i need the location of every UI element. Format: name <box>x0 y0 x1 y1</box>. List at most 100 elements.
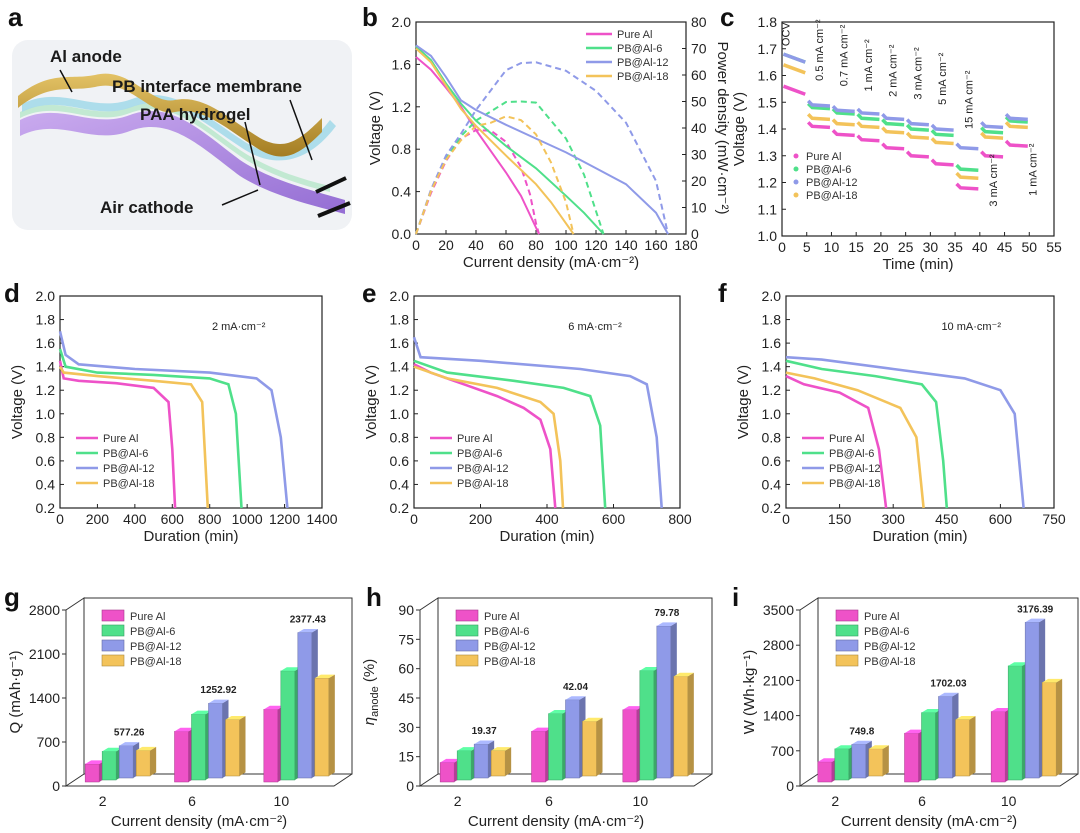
bar-value-label: 79.78 <box>654 608 679 619</box>
discharge-curve-2 <box>413 359 607 509</box>
y-axis-label: W (Wh·kg⁻¹) <box>741 650 758 735</box>
legend-label: PB@Al-18 <box>806 190 858 202</box>
x-axis-label: Duration (min) <box>143 528 238 545</box>
x-tick-label: 200 <box>86 511 110 527</box>
bar-top <box>174 727 195 732</box>
stack-edge-marker-1 <box>315 176 347 194</box>
segment-label: 0.5 mA cm⁻² <box>814 19 826 81</box>
panel-letter-e: e <box>362 278 376 308</box>
panel-letter-h: h <box>366 582 382 612</box>
y2-tick-label: 80 <box>691 14 707 30</box>
bar-value-label: 2377.43 <box>290 615 327 626</box>
bar-top <box>991 707 1012 712</box>
y-tick-label: 1.1 <box>758 201 778 217</box>
bar-front <box>656 625 672 779</box>
floor-edge <box>420 773 713 787</box>
bar-front <box>990 711 1006 783</box>
bar-top <box>1008 662 1029 666</box>
y-tick-label: 1.2 <box>390 382 410 398</box>
category-label: 6 <box>918 793 926 809</box>
rate-segment <box>1004 121 1028 130</box>
paa-hydrogel-pointer <box>244 121 261 186</box>
chart-e-discharge-6ma: 0 200 400 600 800 0.2 0.4 0.6 0.8 1.0 1.2 1.4 1.6 1.8… <box>363 288 692 545</box>
legend-swatch <box>101 654 125 667</box>
bar-top <box>1025 618 1046 623</box>
y-tick-label: 0.6 <box>762 453 782 469</box>
legend-swatch <box>835 654 859 667</box>
bar-front <box>297 632 313 779</box>
air-cathode-pointer <box>221 189 259 206</box>
rate-segment <box>806 102 831 111</box>
bar-value-label: 3176.39 <box>1017 604 1054 615</box>
y2-tick-label: 50 <box>691 94 707 110</box>
y-tick-label: 1.5 <box>758 94 778 110</box>
bar-top <box>673 672 694 677</box>
bar-top <box>904 729 925 734</box>
air-cathode-layer <box>20 111 345 214</box>
bar-front <box>548 713 563 781</box>
power-line-1 <box>415 129 540 235</box>
legend-label: PB@Al-18 <box>457 478 509 490</box>
legend-label: PB@Al-18 <box>617 71 669 83</box>
discharge-curve-3 <box>58 330 289 509</box>
y-tick-label: 1.6 <box>390 335 410 351</box>
x-tick-label: 600 <box>602 511 626 527</box>
voltage-line-3 <box>415 44 669 235</box>
y-tick-label: 1.2 <box>36 382 56 398</box>
bar-front <box>118 745 134 779</box>
x-axis-label: Current density (mA·cm⁻²) <box>468 813 644 830</box>
rate-segment <box>905 123 929 132</box>
bar-value-label: 1702.03 <box>930 678 967 689</box>
legend-swatch <box>455 609 479 622</box>
y-tick-label: 700 <box>37 734 61 750</box>
category-label: 6 <box>545 793 553 809</box>
category-label: 6 <box>188 793 196 809</box>
panel-letter-g: g <box>4 582 20 612</box>
power-line-4 <box>415 115 575 235</box>
al-anode-pointer <box>59 69 73 93</box>
rate-segment <box>881 126 905 135</box>
discharge-curve-2 <box>785 359 949 509</box>
category-label: 2 <box>99 793 107 809</box>
y-tick-label: 3500 <box>763 602 794 618</box>
bar-top <box>955 716 976 720</box>
x-tick-label: 1400 <box>306 511 337 527</box>
legend-marker <box>793 192 799 198</box>
bar-top <box>622 706 643 710</box>
y2-tick-label: 70 <box>691 41 707 57</box>
legend-label: PB@Al-18 <box>130 656 182 668</box>
y-tick-label: 1.4 <box>390 359 410 375</box>
rate-segment <box>782 84 806 96</box>
voltage-line-1 <box>415 56 540 235</box>
al-anode-layer <box>18 73 322 157</box>
rate-segment <box>831 105 855 114</box>
bar-front <box>135 750 151 777</box>
legend-swatch <box>455 639 479 652</box>
y-tick-label: 1.2 <box>392 99 412 115</box>
y-tick-label: 0.0 <box>392 226 412 242</box>
label-pb-membrane: PB interface membrane <box>112 77 302 96</box>
chart-b-polarization: 0 20 40 60 80 100 120 140 160 1800.00.40.81.21.62… <box>367 14 731 271</box>
y-tick-label: 0.8 <box>392 141 412 157</box>
legend-marker <box>793 153 799 159</box>
bar-front <box>868 748 884 777</box>
x-tick-label: 80 <box>528 237 544 253</box>
current-density-annotation: 10 mA·cm⁻² <box>941 321 1001 333</box>
x-axis-label: Current density (mA·cm⁻²) <box>111 813 287 830</box>
bar-front <box>225 719 240 777</box>
plot-frame <box>785 295 1055 509</box>
bar-top <box>851 740 872 745</box>
bar-top <box>225 716 246 720</box>
x-tick-label: 750 <box>1042 511 1066 527</box>
pb-membrane-pointer <box>289 99 313 161</box>
x-tick-label: 200 <box>469 511 493 527</box>
x-tick-label: 400 <box>535 511 559 527</box>
legend-label: Pure Al <box>130 611 165 623</box>
bar-front <box>1007 665 1023 781</box>
bar-side <box>328 674 335 776</box>
y-tick-label: 1.6 <box>758 68 778 84</box>
y-tick-label: 2100 <box>29 646 60 662</box>
legend-label: PB@Al-12 <box>484 641 536 653</box>
bar-front <box>622 709 638 783</box>
category-label: 2 <box>454 793 462 809</box>
